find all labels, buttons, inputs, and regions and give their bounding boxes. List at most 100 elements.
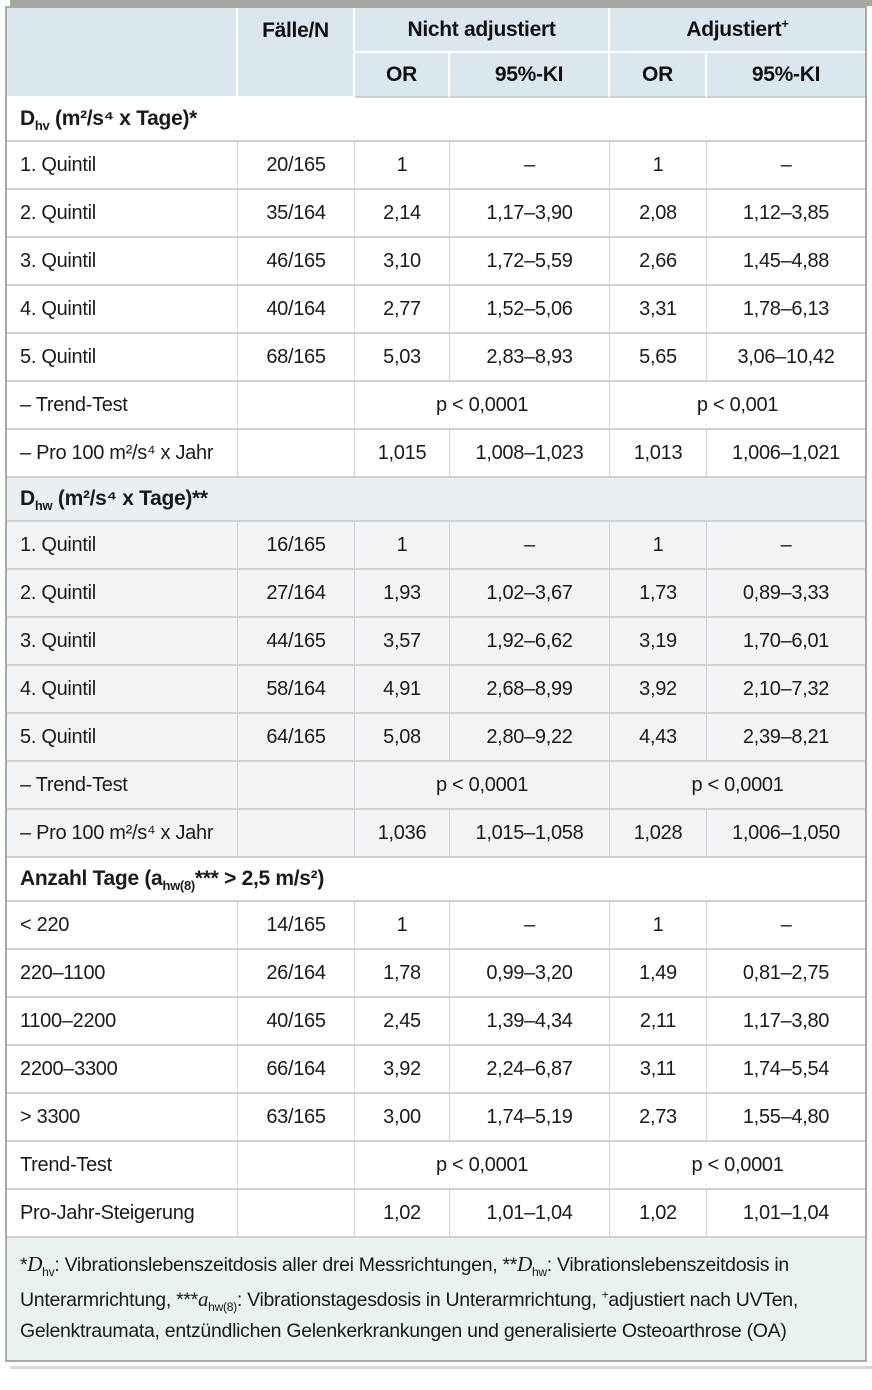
cell-faelle-empty [238,810,355,858]
row-label: – Trend-Test [7,382,238,430]
header-sub-row: OR 95%-KI OR 95%-KI [7,53,866,98]
section-title-sub: hw [34,498,53,514]
cell-ki-adjusted: 1,006–1,050 [707,810,866,858]
results-table-frame: Fälle/N Nicht adjustiert Adjustiert+ OR … [5,6,867,1362]
cell-ki-unadjusted: 2,83–8,93 [450,334,610,382]
cell-faelle-empty [238,762,355,810]
cell-or-unadjusted: 1,015 [355,430,450,478]
table-row: 2200–3300 66/164 3,92 2,24–6,87 3,11 1,7… [7,1046,866,1094]
cell-or-adjusted: 1,73 [610,570,707,618]
section-title-rest: (m²/s⁴ x Tage)** [52,487,208,510]
variable-dhw: D [517,1252,532,1276]
cell-ki-adjusted: – [707,902,866,950]
cell-faelle: 27/164 [238,570,355,618]
cell-ki-adjusted: 0,81–2,75 [707,950,866,998]
cell-ki-unadjusted: 1,17–3,90 [450,190,610,238]
row-label: 3. Quintil [7,618,238,666]
per-unit-row: – Pro 100 m²/s⁴ x Jahr 1,015 1,008–1,023… [7,430,866,478]
table-row: < 220 14/165 1 – 1 – [7,902,866,950]
adjusted-plus-superscript: + [781,15,789,31]
section-title-base: D [20,487,35,510]
footnote-text: : Vibrationslebenszeitdosis in Unterarmr… [20,1254,789,1311]
cell-or-unadjusted: 5,03 [355,334,450,382]
cell-ki-adjusted: 1,78–6,13 [707,286,866,334]
table-row: 5. Quintil 64/165 5,08 2,80–9,22 4,43 2,… [7,714,866,762]
cell-faelle: 46/165 [238,238,355,286]
cell-ki-adjusted: 1,006–1,021 [707,430,866,478]
cell-or-unadjusted: 1 [355,142,450,190]
cell-ki-unadjusted: 1,02–3,67 [450,570,610,618]
cell-ki-adjusted: 0,89–3,33 [707,570,866,618]
trend-test-row: – Trend-Test p < 0,0001 p < 0,001 [7,382,866,430]
cell-or-adjusted: 3,92 [610,666,707,714]
cell-faelle: 40/165 [238,998,355,1046]
cell-or-unadjusted: 1 [355,902,450,950]
cell-or-unadjusted: 3,10 [355,238,450,286]
section-title: Dhw (m²/s⁴ x Tage)** [7,478,866,522]
cell-ki-adjusted: 1,55–4,80 [707,1094,866,1142]
cell-pvalue-unadjusted: p < 0,0001 [355,762,610,810]
cell-or-unadjusted: 2,77 [355,286,450,334]
section-header-anzahl-tage: Anzahl Tage (ahw(8)*** > 2,5 m/s²) [7,858,866,902]
table-body: Dhv (m²/s⁴ x Tage)* 1. Quintil 20/165 1 … [7,98,866,1360]
cell-ki-unadjusted: – [450,142,610,190]
section-title-base: D [20,107,35,130]
section-title: Anzahl Tage (ahw(8)*** > 2,5 m/s²) [7,858,866,902]
cell-or-unadjusted: 3,57 [355,618,450,666]
header-group-adjusted-label: Adjustiert [686,17,782,41]
row-label: 2200–3300 [7,1046,238,1094]
cell-faelle-empty [238,430,355,478]
footnote-text: adjustiert nach UVTen, Gelenktraumata, e… [20,1288,798,1343]
cell-or-adjusted: 1,028 [610,810,707,858]
header-empty-cell [7,8,238,98]
variable-dhw-sub: hw [531,1264,547,1279]
section-title: Dhv (m²/s⁴ x Tage)* [7,98,866,142]
cell-pvalue-adjusted: p < 0,001 [610,382,866,430]
cell-or-unadjusted: 1,02 [355,1190,450,1238]
cell-ki-unadjusted: – [450,902,610,950]
row-label: Pro-Jahr-Steigerung [7,1190,238,1238]
cell-ki-unadjusted: 1,01–1,04 [450,1190,610,1238]
cell-or-adjusted: 2,73 [610,1094,707,1142]
cell-ki-unadjusted: 1,008–1,023 [450,430,610,478]
row-label: – Pro 100 m²/s⁴ x Jahr [7,810,238,858]
table-row: 3. Quintil 46/165 3,10 1,72–5,59 2,66 1,… [7,238,866,286]
cell-ki-adjusted: 1,01–1,04 [707,1190,866,1238]
cell-faelle: 26/164 [238,950,355,998]
cell-or-adjusted: 1,02 [610,1190,707,1238]
cell-or-adjusted: 1,49 [610,950,707,998]
cell-ki-adjusted: 2,39–8,21 [707,714,866,762]
cell-ki-unadjusted: 0,99–3,20 [450,950,610,998]
cell-faelle-empty [238,1190,355,1238]
row-label: 5. Quintil [7,714,238,762]
header-group-adjusted: Adjustiert+ [610,8,866,53]
table-row: 1. Quintil 16/165 1 – 1 – [7,522,866,570]
section-title-rest: (m²/s⁴ x Tage)* [49,107,198,130]
variable-ahw8-sub: hw(8) [208,1299,237,1314]
section-title-base: Anzahl Tage (a [20,867,163,890]
cell-ki-unadjusted: 1,015–1,058 [450,810,610,858]
cell-or-unadjusted: 1 [355,522,450,570]
cell-or-unadjusted: 4,91 [355,666,450,714]
table-row: 4. Quintil 58/164 4,91 2,68–8,99 3,92 2,… [7,666,866,714]
table-row: 1100–2200 40/165 2,45 1,39–4,34 2,11 1,1… [7,998,866,1046]
header-or-adjusted: OR [610,53,707,98]
row-label: 2. Quintil [7,190,238,238]
cell-faelle-empty [238,382,355,430]
cell-or-unadjusted: 1,036 [355,810,450,858]
row-label: 220–1100 [7,950,238,998]
table-row: 2. Quintil 35/164 2,14 1,17–3,90 2,08 1,… [7,190,866,238]
cell-pvalue-adjusted: p < 0,0001 [610,762,866,810]
header-ki-unadjusted: 95%-KI [450,53,610,98]
header-ki-adjusted: 95%-KI [707,53,866,98]
cell-ki-unadjusted: 2,80–9,22 [450,714,610,762]
cell-faelle: 58/164 [238,666,355,714]
cell-faelle: 35/164 [238,190,355,238]
cell-faelle-empty [238,1142,355,1190]
cell-ki-adjusted: 1,12–3,85 [707,190,866,238]
footnote-text: : Vibrationstagesdosis in Unterarmrichtu… [236,1288,602,1311]
cell-ki-adjusted: 1,17–3,80 [707,998,866,1046]
cell-or-adjusted: 3,19 [610,618,707,666]
cell-or-adjusted: 1 [610,142,707,190]
